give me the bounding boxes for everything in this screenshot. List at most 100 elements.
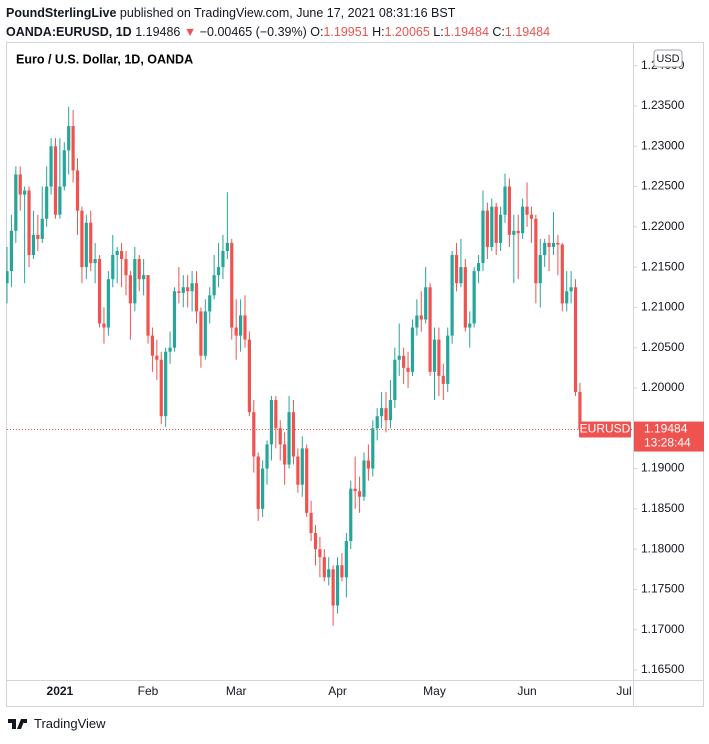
candle-body <box>45 186 49 219</box>
candle-body <box>119 250 124 260</box>
candle-body <box>573 287 578 393</box>
candle-body <box>199 311 203 356</box>
x-tick-label: Jun <box>517 684 536 698</box>
candle-body <box>507 186 512 235</box>
symbol: OANDA:EURUSD, 1D <box>6 25 132 39</box>
candle-body <box>261 468 265 509</box>
candle-body <box>560 244 564 304</box>
currency-label: USD <box>656 53 679 65</box>
logo <box>8 718 27 729</box>
ohlc-key: H: <box>372 25 385 39</box>
candle-body <box>9 230 14 272</box>
candle-body <box>159 359 163 417</box>
candle-body <box>485 210 489 247</box>
candle-body <box>124 259 128 276</box>
y-tick-label: 1.17500 <box>641 582 685 596</box>
candle-body <box>463 267 467 328</box>
candle-body <box>164 351 168 417</box>
y-tick-label: 1.16500 <box>641 662 685 676</box>
candle-body <box>128 275 132 304</box>
candle-body <box>31 234 36 256</box>
x-tick-label: Mar <box>226 684 247 698</box>
candle-body <box>155 355 159 360</box>
candle-body <box>111 255 115 280</box>
candle-body <box>36 234 40 239</box>
candle-body <box>551 242 556 247</box>
y-tick-label: 1.20000 <box>641 380 685 394</box>
candle-body <box>525 206 529 215</box>
candle-body <box>93 259 97 264</box>
candle-body <box>481 210 485 264</box>
candle-body <box>71 126 75 171</box>
candle-body <box>194 283 199 312</box>
y-tick-label: 1.19000 <box>641 461 685 475</box>
footer: TradingView <box>8 716 106 731</box>
candle-body <box>410 327 415 372</box>
candle-body <box>186 287 190 292</box>
candle-body <box>230 242 234 328</box>
candle-body <box>265 444 269 469</box>
header-line: OANDA:EURUSD, 1D 1.19486 ▼ −0.00465 (−0.… <box>6 23 550 42</box>
candle-body <box>357 491 362 497</box>
candle-body <box>402 355 406 368</box>
candle-body <box>234 327 238 336</box>
change: −0.00465 (−0.39%) <box>199 25 307 39</box>
brand: TradingView <box>34 716 106 731</box>
candle-body <box>309 512 313 534</box>
candle-body <box>494 206 498 243</box>
y-tick-label: 1.17000 <box>641 622 685 636</box>
candle-body <box>521 206 525 234</box>
candle-body <box>327 569 331 578</box>
candle-body <box>565 291 569 304</box>
y-tick-label: 1.22500 <box>641 179 685 193</box>
candle-body <box>212 275 216 296</box>
ohlc-value: 1.19484 <box>504 25 551 39</box>
candle-body <box>291 412 296 457</box>
candle-body <box>274 400 278 429</box>
candle-body <box>406 367 410 372</box>
candle-body <box>269 400 274 445</box>
candle-body <box>313 533 318 550</box>
candle-body <box>335 565 340 606</box>
candle-body <box>459 267 463 284</box>
candle-body <box>75 170 80 211</box>
candle-body <box>380 408 384 417</box>
candle-body <box>516 230 520 234</box>
candle-body <box>97 259 102 324</box>
y-tick-label: 1.21000 <box>641 300 685 314</box>
candle-body <box>476 263 481 272</box>
candle-body <box>177 291 181 293</box>
currency-badge <box>653 49 683 68</box>
candle-body <box>115 250 119 256</box>
candle-body <box>181 287 185 293</box>
candle-body <box>318 549 322 558</box>
candle-body <box>547 242 551 247</box>
candle-body <box>238 315 243 336</box>
candle-body <box>296 456 300 485</box>
published: published on TradingView.com, June 17, 2… <box>119 6 456 20</box>
header-line: PoundSterlingLive published on TradingVi… <box>6 4 550 23</box>
x-tick-label: Feb <box>138 684 159 698</box>
candle-body <box>503 186 507 215</box>
candle-body <box>446 335 450 384</box>
price-badge <box>634 421 704 452</box>
candle-body <box>499 214 503 243</box>
candle-body <box>53 146 58 215</box>
candle-body <box>529 214 534 219</box>
candle-body <box>578 391 582 430</box>
candle-body <box>287 412 291 465</box>
candle-body <box>146 275 150 336</box>
candle-body <box>375 416 379 429</box>
y-tick-label: 1.23000 <box>641 138 685 152</box>
candle-body <box>384 408 388 421</box>
y-tick-label: 1.18500 <box>641 501 685 515</box>
candle-body <box>190 283 194 292</box>
candle-body <box>569 287 573 292</box>
x-tick-label: 2021 <box>47 684 74 698</box>
candle-body <box>556 242 560 245</box>
ohlc-value: 1.19951 <box>323 25 369 39</box>
candle-body <box>102 323 106 328</box>
ohlc-value: 1.20065 <box>384 25 430 39</box>
candle-body <box>58 186 62 215</box>
